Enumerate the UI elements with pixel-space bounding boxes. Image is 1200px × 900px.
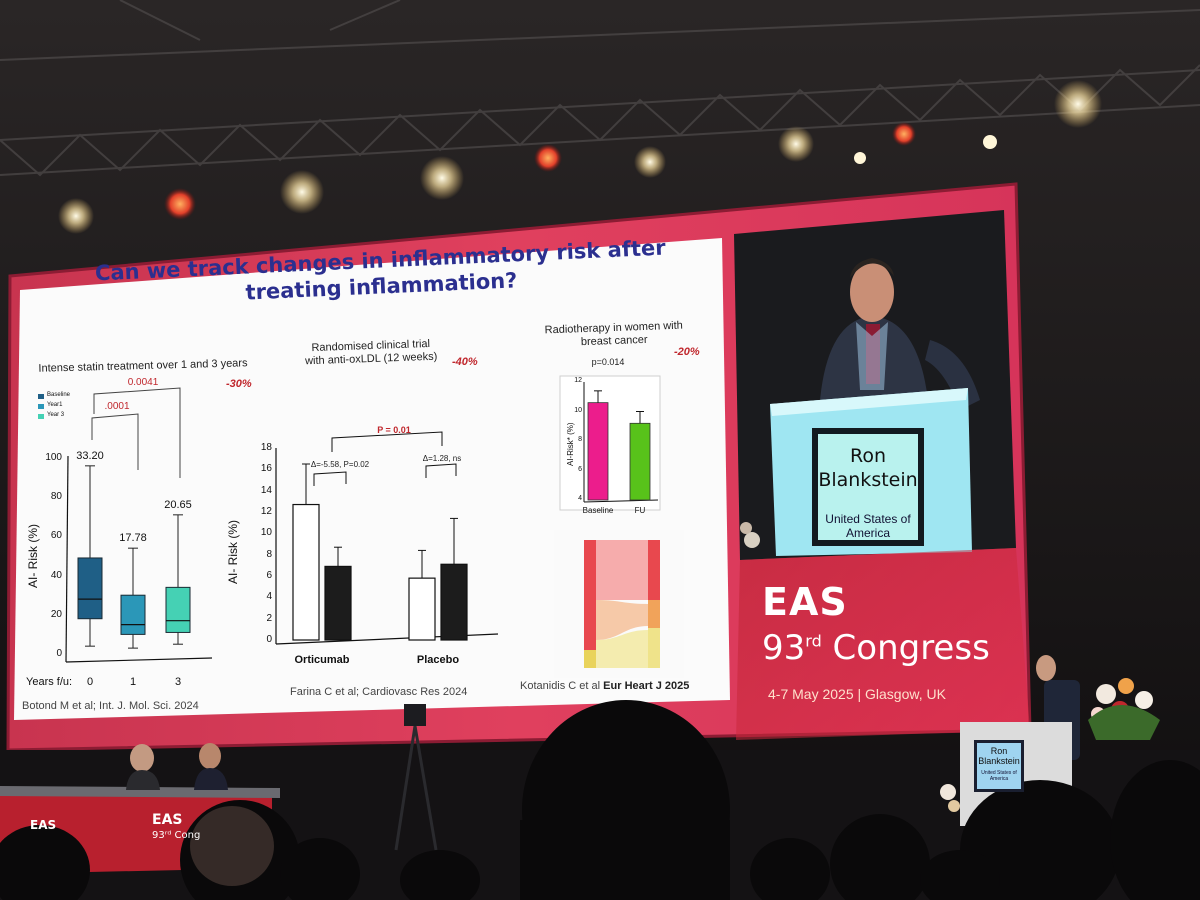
panel2-ylabel: AI- Risk (%)	[226, 520, 240, 584]
panel2-bar	[440, 563, 468, 641]
panel1-pvalue-top: 0.0041	[127, 377, 159, 388]
stage-light	[1054, 80, 1102, 128]
stage-light	[58, 198, 94, 234]
panel1-median-label: 33.20	[76, 449, 104, 462]
panel1-median-label: 20.65	[164, 498, 192, 511]
panel2-xtick: Placebo	[416, 654, 460, 666]
panel2-ytick: 0	[266, 634, 272, 645]
panel1-xlabel: Years f/u:	[26, 676, 73, 688]
panel1-ytick: 20	[50, 608, 62, 620]
panel2-delta-right: Δ=1.28, ns	[422, 454, 462, 463]
panel1-median-label: 17.78	[119, 532, 147, 545]
panel2-delta-left: Δ=-5.58, P=0.02	[310, 460, 370, 469]
panel2-pct: -40%	[452, 356, 478, 368]
panel3-chart	[554, 375, 684, 678]
panel2-chart	[275, 431, 499, 645]
desk-logo-eas-congress: EAS	[152, 812, 183, 828]
panel2-citation: Farina C et al; Cardiovasc Res 2024	[290, 686, 468, 698]
panel3-ytick: 8	[578, 436, 582, 443]
event-congress: 93rd Congress	[762, 628, 990, 668]
panel1-ytick: 80	[50, 491, 62, 503]
stage-light	[534, 144, 562, 172]
panel2-ytick: 10	[260, 527, 272, 539]
panel1-pvalue-mid: .0001	[104, 401, 130, 412]
panel3-pct: -20%	[674, 346, 700, 358]
stage-light	[280, 170, 324, 214]
panel3-ylabel: AI-Risk* (%)	[566, 422, 575, 466]
stage-light	[420, 156, 464, 200]
panel1-legend-baseline: Baseline	[47, 392, 71, 398]
panel1-legend-year1: Year1	[47, 402, 63, 408]
flower-arrangement	[940, 678, 1160, 812]
stage-nameplate: Ron Blankstein United States of America	[974, 740, 1024, 792]
panel3-ytick: 12	[574, 377, 582, 384]
panel2-ytick: 14	[260, 484, 272, 496]
stage-nameplate-name: Ron Blankstein	[978, 746, 1020, 766]
panel3-bar	[629, 422, 651, 501]
panel1-box	[165, 586, 191, 633]
desk-logo-eas: EAS	[30, 818, 57, 832]
panel2-ytick: 8	[266, 548, 272, 560]
stage-light	[634, 146, 666, 178]
panel2-ytick: 4	[266, 591, 272, 603]
panel3-xtick: Baseline	[582, 506, 614, 515]
panel2-ytick: 12	[260, 506, 272, 517]
panel2-bar	[324, 565, 352, 641]
panel1-pct: -30%	[226, 378, 252, 390]
panel1-ytick: 0	[56, 648, 62, 659]
sankey-diagram	[554, 530, 684, 678]
panel2-ytick: 18	[260, 442, 272, 453]
panel3-citation: Kotanidis C et al Eur Heart J 2025	[520, 680, 690, 692]
stage-light	[164, 188, 196, 220]
stage-light	[778, 126, 814, 162]
slide	[14, 238, 730, 720]
stage-light	[892, 122, 916, 146]
panel3-xtick: FU	[634, 506, 646, 515]
panel1-chart	[38, 387, 213, 663]
panel2-bar	[292, 503, 320, 641]
panel3-pvalue: p=0.014	[591, 357, 625, 367]
panel1-citation: Botond M et al; Int. J. Mol. Sci. 2024	[22, 700, 199, 712]
speaker-country: United States of America	[825, 512, 911, 540]
panel3-ytick: 6	[578, 465, 582, 473]
panel2-ytick: 2	[266, 612, 272, 624]
panel1-xtick: 1	[129, 676, 137, 688]
panel1-xtick: 0	[86, 676, 94, 688]
panel1-ytick: 100	[45, 452, 62, 463]
panel1-xtick: 3	[174, 676, 182, 688]
panel3-ytick: 10	[574, 406, 582, 414]
stage-nameplate-country: United States of America	[981, 770, 1017, 782]
event-name: EAS	[762, 580, 848, 624]
panel2-pvalue: P = 0.01	[377, 425, 411, 435]
panel2-ytick: 6	[266, 570, 272, 581]
panel2-title: Randomised clinical trial with anti-oxLD…	[304, 337, 438, 368]
speaker-name: Ron Blankstein	[818, 445, 918, 491]
speaker-nameplate: Ron Blankstein United States of America	[812, 428, 924, 546]
panel1-box	[77, 557, 103, 620]
panel1-ytick: 40	[50, 569, 62, 581]
panel1-legend-year3: Year 3	[47, 412, 65, 418]
panel1-ylabel: AI- Risk (%)	[26, 524, 40, 588]
desk-logo-congress-sub: 93ʳᵈ Cong	[152, 830, 201, 841]
panel1-box	[120, 594, 146, 635]
panel2-bar	[408, 577, 436, 641]
panel1-ytick: 60	[50, 530, 62, 542]
panel2-ytick: 16	[260, 463, 272, 475]
panel3-ytick: 4	[578, 495, 582, 502]
event-dates: 4-7 May 2025 | Glasgow, UK	[768, 686, 946, 702]
panel2-xtick: Orticumab	[294, 654, 350, 666]
panel3-bar	[587, 402, 609, 501]
